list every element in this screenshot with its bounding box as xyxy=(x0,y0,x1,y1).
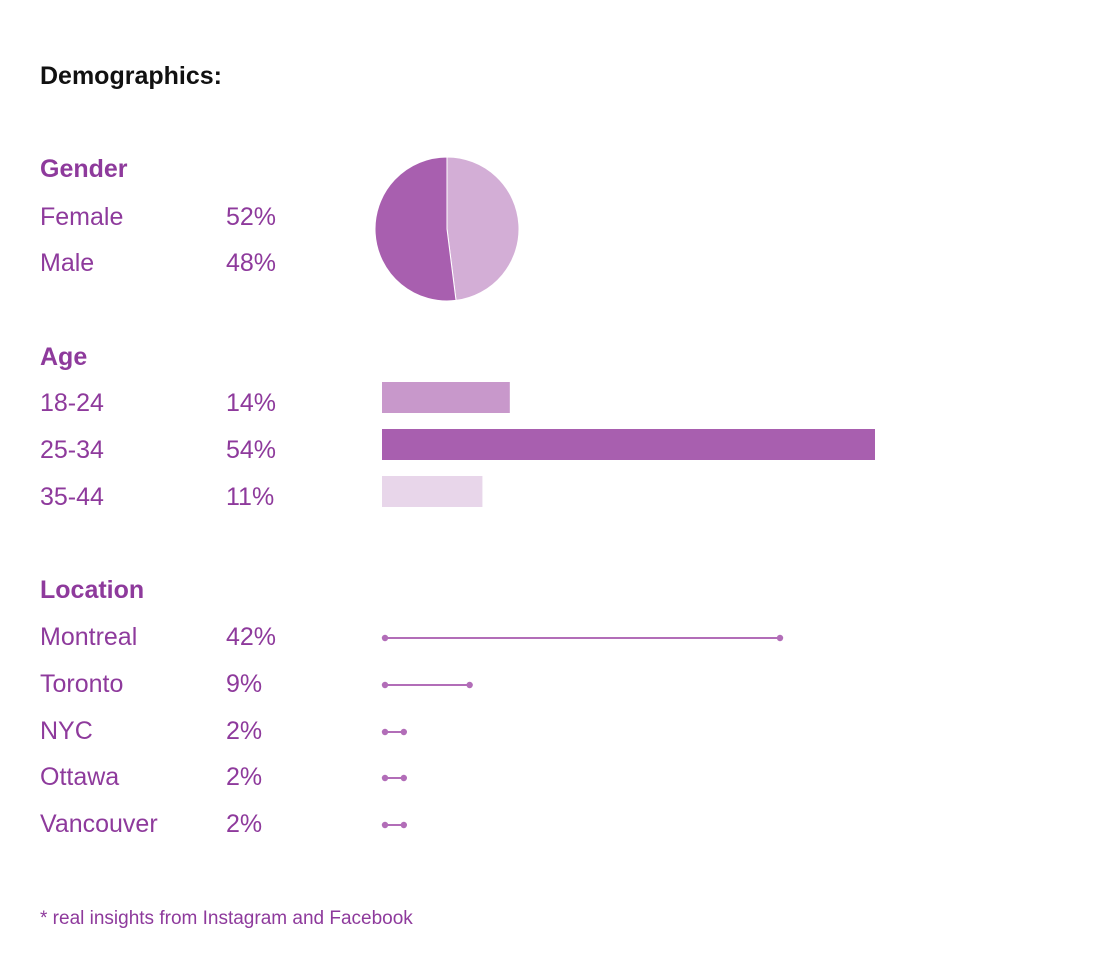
age-heading: Age xyxy=(40,343,88,371)
location-dot-start-ottawa xyxy=(381,774,389,782)
location-heading: Location xyxy=(40,576,145,604)
age-value-35-44: 11% xyxy=(226,483,275,511)
location-value-ottawa: 2% xyxy=(226,763,263,791)
age-label-25-34: 25-34 xyxy=(40,436,104,464)
location-label-vancouver: Vancouver xyxy=(40,810,158,838)
location-dot-end-montreal xyxy=(776,634,784,642)
age-bar-chart xyxy=(382,382,875,507)
gender-heading: Gender xyxy=(40,155,128,183)
gender-value-male: 48% xyxy=(226,249,277,277)
gender-label-female: Female xyxy=(40,203,124,231)
location-value-vancouver: 2% xyxy=(226,810,263,838)
location-dot-end-ottawa xyxy=(400,774,408,782)
age-label-35-44: 35-44 xyxy=(40,483,104,511)
age-bar-25-34 xyxy=(382,429,875,460)
location-value-nyc: 2% xyxy=(226,717,263,745)
pie-slice-female xyxy=(374,156,457,302)
age-bar-35-44 xyxy=(382,476,483,507)
gender-label-male: Male xyxy=(40,249,95,277)
location-label-montreal: Montreal xyxy=(40,623,138,651)
location-dot-end-nyc xyxy=(400,728,408,736)
age-bar-18-24 xyxy=(382,382,510,413)
gender-pie-chart xyxy=(374,156,520,302)
gender-value-female: 52% xyxy=(226,203,277,231)
location-dot-start-toronto xyxy=(381,681,389,689)
location-value-montreal: 42% xyxy=(226,623,277,651)
pie-slice-male xyxy=(446,156,520,301)
location-label-ottawa: Ottawa xyxy=(40,763,120,791)
location-label-nyc: NYC xyxy=(40,717,93,745)
footnote: * real insights from Instagram and Faceb… xyxy=(40,908,413,929)
location-value-toronto: 9% xyxy=(226,670,263,698)
location-dot-start-vancouver xyxy=(381,821,389,829)
location-label-toronto: Toronto xyxy=(40,670,124,698)
location-dot-end-vancouver xyxy=(400,821,408,829)
page-title: Demographics: xyxy=(40,62,222,90)
age-label-18-24: 18-24 xyxy=(40,389,104,417)
age-value-25-34: 54% xyxy=(226,436,277,464)
location-dot-start-montreal xyxy=(381,634,389,642)
age-value-18-24: 14% xyxy=(226,389,277,417)
location-dot-start-nyc xyxy=(381,728,389,736)
location-line-chart xyxy=(381,634,784,829)
location-dot-end-toronto xyxy=(466,681,473,689)
